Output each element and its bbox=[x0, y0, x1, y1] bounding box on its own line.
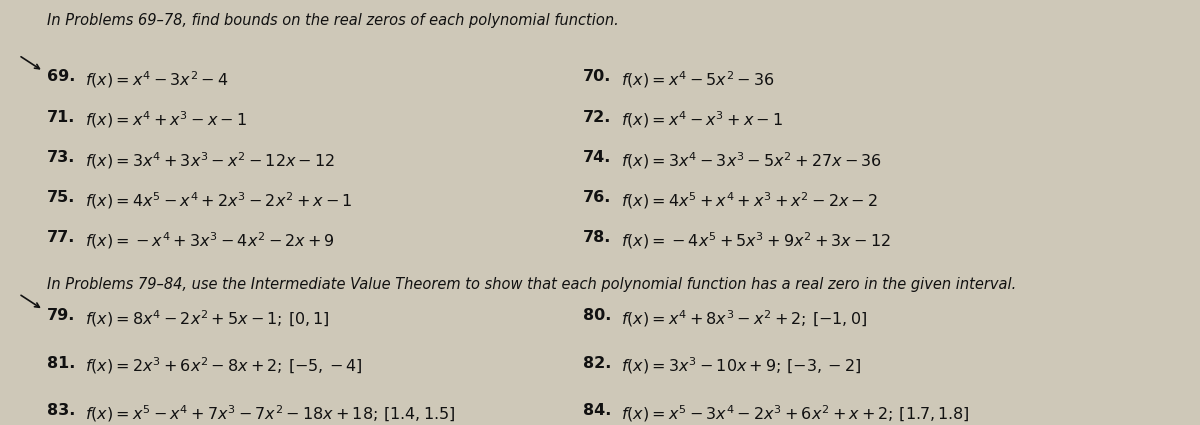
Text: $f(x) = x^4 + x^3 - x - 1$: $f(x) = x^4 + x^3 - x - 1$ bbox=[80, 110, 247, 130]
Text: $f(x) = x^5 - x^4 + 7x^3 - 7x^2 - 18x + 18;\,[1.4,1.5]$: $f(x) = x^5 - x^4 + 7x^3 - 7x^2 - 18x + … bbox=[80, 403, 456, 424]
Text: 84.: 84. bbox=[583, 403, 611, 418]
Text: $f(x) = 3x^3 - 10x + 9;\,[-3,-2]$: $f(x) = 3x^3 - 10x + 9;\,[-3,-2]$ bbox=[617, 356, 862, 377]
Text: $f(x) = x^5 - 3x^4 - 2x^3 + 6x^2 + x + 2;\,[1.7,1.8]$: $f(x) = x^5 - 3x^4 - 2x^3 + 6x^2 + x + 2… bbox=[617, 403, 970, 424]
Text: $f(x) = 3x^4 + 3x^3 - x^2 - 12x - 12$: $f(x) = 3x^4 + 3x^3 - x^2 - 12x - 12$ bbox=[80, 150, 335, 170]
Text: $f(x) = 4x^5 - x^4 + 2x^3 - 2x^2 + x - 1$: $f(x) = 4x^5 - x^4 + 2x^3 - 2x^2 + x - 1… bbox=[80, 190, 353, 211]
Text: 73.: 73. bbox=[47, 150, 74, 165]
Text: $f(x) = 3x^4 - 3x^3 - 5x^2 + 27x - 36$: $f(x) = 3x^4 - 3x^3 - 5x^2 + 27x - 36$ bbox=[617, 150, 882, 170]
Text: $f(x) = 2x^3 + 6x^2 - 8x + 2;\,[-5,-4]$: $f(x) = 2x^3 + 6x^2 - 8x + 2;\,[-5,-4]$ bbox=[80, 356, 362, 377]
Text: $f(x) = -x^4 + 3x^3 - 4x^2 - 2x + 9$: $f(x) = -x^4 + 3x^3 - 4x^2 - 2x + 9$ bbox=[80, 230, 335, 251]
Text: $f(x) = x^4 - x^3 + x - 1$: $f(x) = x^4 - x^3 + x - 1$ bbox=[617, 110, 784, 130]
Text: 79.: 79. bbox=[47, 308, 74, 323]
Text: 70.: 70. bbox=[583, 69, 611, 85]
Text: $f(x) = 4x^5 + x^4 + x^3 + x^2 - 2x - 2$: $f(x) = 4x^5 + x^4 + x^3 + x^2 - 2x - 2$ bbox=[617, 190, 878, 211]
Text: $f(x) = x^4 - 5x^2 - 36$: $f(x) = x^4 - 5x^2 - 36$ bbox=[617, 69, 775, 90]
Text: 78.: 78. bbox=[583, 230, 611, 245]
Text: 69.: 69. bbox=[47, 69, 74, 85]
Text: 76.: 76. bbox=[583, 190, 611, 205]
Text: $f(x) = 8x^4 - 2x^2 + 5x - 1;\,[0,1]$: $f(x) = 8x^4 - 2x^2 + 5x - 1;\,[0,1]$ bbox=[80, 308, 330, 329]
Text: In Problems 79–84, use the Intermediate Value Theorem to show that each polynomi: In Problems 79–84, use the Intermediate … bbox=[47, 277, 1016, 292]
Text: 81.: 81. bbox=[47, 356, 74, 371]
Text: $f(x) = x^4 - 3x^2 - 4$: $f(x) = x^4 - 3x^2 - 4$ bbox=[80, 69, 229, 90]
Text: 75.: 75. bbox=[47, 190, 74, 205]
Text: 72.: 72. bbox=[583, 110, 611, 125]
Text: $f(x) = -4x^5 + 5x^3 + 9x^2 + 3x - 12$: $f(x) = -4x^5 + 5x^3 + 9x^2 + 3x - 12$ bbox=[617, 230, 892, 251]
Text: 83.: 83. bbox=[47, 403, 74, 418]
Text: In Problems 69–78, find bounds on the real zeros of each polynomial function.: In Problems 69–78, find bounds on the re… bbox=[47, 14, 618, 28]
Text: 82.: 82. bbox=[583, 356, 611, 371]
Text: 80.: 80. bbox=[583, 308, 611, 323]
Text: 71.: 71. bbox=[47, 110, 74, 125]
Text: 77.: 77. bbox=[47, 230, 74, 245]
Text: $f(x) = x^4 + 8x^3 - x^2 + 2;\,[-1,0]$: $f(x) = x^4 + 8x^3 - x^2 + 2;\,[-1,0]$ bbox=[617, 308, 868, 329]
Text: 74.: 74. bbox=[583, 150, 611, 165]
